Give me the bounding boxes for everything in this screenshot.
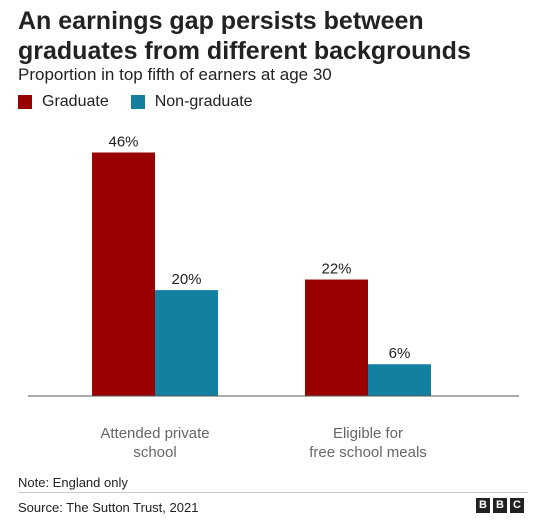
- bar-graduate: [92, 152, 155, 396]
- bar-value-label: 46%: [108, 134, 138, 151]
- footer-divider: [18, 492, 528, 493]
- chart-note: Note: England only: [18, 475, 128, 490]
- legend-item-graduate: Graduate: [18, 93, 109, 111]
- x-axis-category-line: free school meals: [309, 444, 427, 461]
- x-axis-category-line: school: [133, 444, 176, 461]
- bbc-logo-letter: B: [476, 498, 490, 513]
- chart-title: An earnings gap persists between graduat…: [18, 7, 471, 65]
- bar-value-label: 22%: [321, 261, 351, 278]
- chart-subtitle: Proportion in top fifth of earners at ag…: [18, 65, 332, 84]
- x-axis-category-line: Eligible for: [333, 425, 403, 442]
- bar-value-label: 6%: [389, 345, 411, 362]
- x-axis-category-label: Attended private school: [100, 425, 209, 461]
- bbc-logo-letter: C: [510, 498, 524, 513]
- bar-chart: 46% 20% Attended private school 22% 6% Eligibl…: [28, 134, 519, 461]
- legend-label-graduate: Graduate: [42, 93, 109, 110]
- bar-graduate: [305, 279, 368, 396]
- chart-source: Source: The Sutton Trust, 2021: [18, 500, 199, 515]
- legend: Graduate Non-graduate: [18, 91, 275, 113]
- legend-item-non-graduate: Non-graduate: [130, 93, 253, 111]
- legend-swatch-non-graduate: [130, 95, 145, 109]
- bbc-logo: B B C: [476, 498, 524, 513]
- bar-value-label: 20%: [171, 271, 201, 288]
- x-axis-category-line: Attended private: [100, 425, 209, 442]
- legend-label-non-graduate: Non-graduate: [154, 93, 253, 110]
- bar-non-graduate: [155, 290, 218, 396]
- x-axis-category-label: Eligible for free school meals: [309, 425, 427, 461]
- bbc-logo-letter: B: [493, 498, 507, 513]
- bar-non-graduate: [368, 364, 431, 396]
- legend-swatch-graduate: [18, 95, 32, 109]
